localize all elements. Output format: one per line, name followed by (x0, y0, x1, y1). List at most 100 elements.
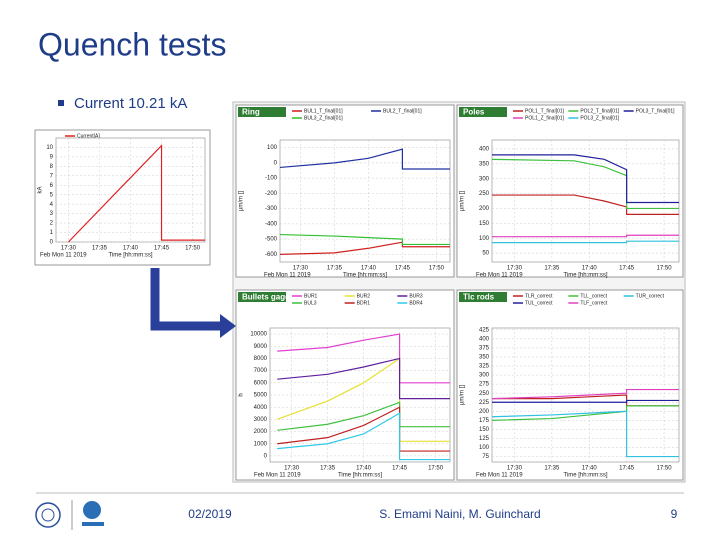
panel-title-bg (238, 292, 286, 302)
y-tick-label: 0 (50, 240, 54, 246)
x-tick-label: 17:30 (507, 266, 523, 272)
series-line (491, 410, 679, 458)
y-tick-label: 75 (482, 454, 489, 460)
x-axis-label: Time [hh:mm:ss] (563, 473, 607, 479)
y-tick-label: 2000 (254, 429, 268, 435)
x-tick-label: 17:40 (582, 266, 598, 272)
y-tick-label: 325 (479, 364, 490, 370)
x-tick-label: 17:45 (392, 466, 408, 472)
legend-label: BUR2 (357, 293, 371, 299)
y-tick-label: 175 (479, 418, 490, 424)
legend-label: BUL3_Z_final[01] (304, 115, 343, 121)
panel-title: Ring (242, 108, 260, 117)
x-axis-label: Time [hh:mm:ss] (338, 473, 382, 479)
x-tick-label: 17:45 (395, 266, 411, 272)
y-tick-label: 4000 (254, 405, 268, 411)
arrow-head (220, 314, 236, 338)
series-line (277, 406, 450, 452)
series-line (277, 333, 450, 384)
legend-label: BDR1 (357, 300, 371, 306)
y-axis-label: h (239, 393, 245, 396)
logo-cern (35, 502, 61, 528)
y-tick-label: 150 (479, 221, 490, 227)
footer-authors: S. Emami Naini, M. Guinchard (379, 507, 540, 521)
x-tick-label: 17:35 (544, 266, 560, 272)
legend-label: BUR1 (304, 293, 318, 299)
date-label: Feb Mon 11 2019 (476, 273, 523, 279)
y-axis-label: kA (38, 186, 44, 193)
series-line (492, 154, 679, 204)
series-line (276, 357, 450, 442)
x-axis-label: Time [hh:mm:ss] (343, 273, 387, 279)
y-tick-label: 200 (479, 206, 490, 212)
y-tick-label: 50 (482, 251, 489, 257)
y-tick-label: 300 (479, 176, 490, 182)
slide-title: Quench tests (38, 26, 227, 62)
series-line (277, 357, 450, 400)
bullet-marker (58, 100, 64, 106)
legend-label: TLF_correct (580, 300, 608, 306)
y-tick-label: 8000 (254, 356, 268, 362)
legend-label: POL3_Z_final[01] (580, 115, 620, 121)
y-tick-label: 300 (479, 373, 490, 379)
y-axis-label: µm/m [] (239, 191, 245, 211)
series-line (67, 144, 205, 243)
y-tick-label: 3 (50, 211, 54, 217)
y-tick-label: 100 (479, 445, 490, 451)
legend-label: Current[A] (77, 133, 100, 139)
y-tick-label: 5000 (254, 393, 268, 399)
y-tick-label: 6 (50, 183, 54, 189)
y-tick-label: 7 (50, 173, 54, 179)
y-tick-label: 425 (479, 327, 490, 333)
legend-label: POL3_T_final[01] (636, 108, 676, 114)
x-tick-label: 17:35 (92, 246, 108, 252)
series-line (277, 401, 450, 431)
x-tick-label: 17:50 (429, 266, 445, 272)
x-tick-label: 17:30 (507, 466, 523, 472)
date-label: Feb Mon 11 2019 (476, 473, 523, 479)
y-tick-label: 2 (50, 221, 54, 227)
x-tick-label: 17:50 (185, 246, 201, 252)
y-tick-label: -100 (265, 176, 278, 182)
date-label: Feb Mon 11 2019 (40, 253, 87, 259)
series-line (492, 194, 679, 215)
legend-label: POL1_Z_final[01] (525, 115, 565, 121)
y-tick-label: 4 (50, 202, 54, 208)
series-line (277, 412, 450, 461)
x-tick-label: 17:30 (61, 246, 77, 252)
y-tick-label: 200 (479, 409, 490, 415)
y-tick-label: 400 (479, 336, 490, 342)
y-tick-label: 250 (479, 191, 490, 197)
y-tick-label: -600 (265, 252, 278, 258)
x-tick-label: 17:35 (320, 466, 336, 472)
x-tick-label: 17:40 (361, 266, 377, 272)
y-tick-label: 275 (479, 382, 490, 388)
arrow (150, 268, 222, 331)
series-line (279, 148, 450, 170)
y-tick-label: 0 (264, 453, 268, 459)
legend-label: BUL3 (304, 300, 317, 306)
footer-date: 02/2019 (188, 507, 232, 521)
panel-title-bg (459, 292, 507, 302)
y-tick-label: 8 (50, 164, 54, 170)
y-tick-label: 400 (479, 147, 490, 153)
footer-page: 9 (671, 507, 678, 521)
x-tick-label: 17:40 (356, 466, 372, 472)
x-tick-label: 17:45 (619, 266, 635, 272)
legend-label: POL1_T_final[01] (525, 108, 565, 114)
y-tick-label: 10000 (250, 332, 267, 338)
legend-label: POL2_T_final[01] (580, 108, 620, 114)
y-tick-label: 250 (479, 391, 490, 397)
series-line (279, 241, 450, 255)
legend-label: BUR3 (409, 293, 423, 299)
y-tick-label: -500 (265, 237, 278, 243)
y-tick-label: -200 (265, 191, 278, 197)
y-tick-label: 0 (274, 160, 278, 166)
x-tick-label: 17:40 (582, 466, 598, 472)
y-tick-label: 9000 (254, 344, 268, 350)
date-label: Feb Mon 11 2019 (264, 273, 311, 279)
x-tick-label: 17:30 (284, 466, 300, 472)
panel-title-bg (459, 107, 507, 117)
legend-label: BUL1_T_final[01] (304, 108, 343, 114)
